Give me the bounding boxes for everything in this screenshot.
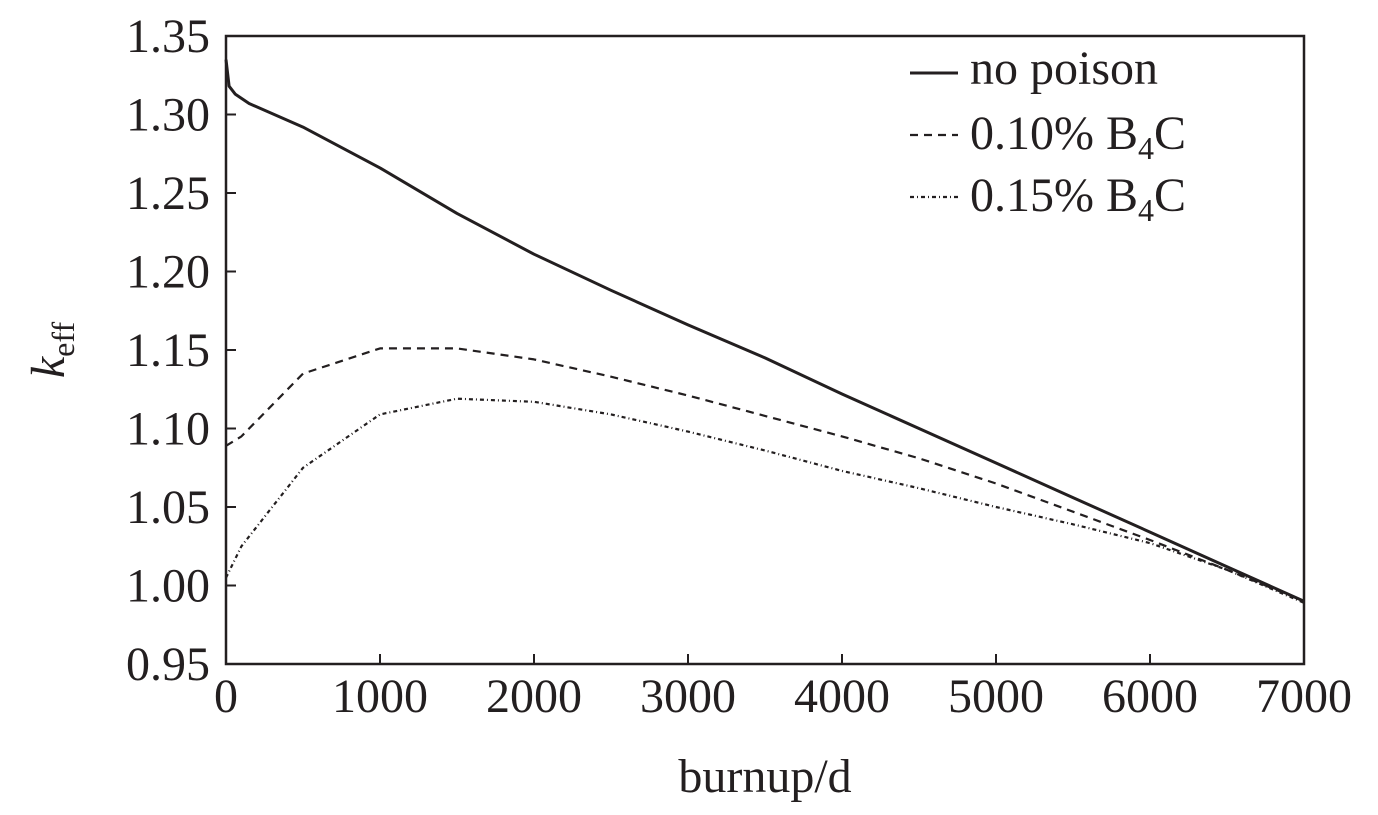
x-tick-label: 0 xyxy=(214,670,238,723)
y-tick-label: 1.05 xyxy=(126,481,210,534)
x-tick-label: 5000 xyxy=(948,670,1044,723)
legend-label-010-b4c: 0.10% B4C xyxy=(970,107,1186,166)
y-tick-label: 1.00 xyxy=(126,560,210,613)
y-axis-label-main: k xyxy=(22,355,75,378)
x-axis-label: burnup/d xyxy=(678,750,851,803)
y-tick-label: 1.35 xyxy=(126,10,210,63)
y-axis-label: keff xyxy=(22,322,81,379)
series-line-015-b4c xyxy=(225,397,1305,604)
y-tick-label: 1.30 xyxy=(126,89,210,142)
x-tick-label: 1000 xyxy=(332,670,428,723)
y-axis: 0.95 1.00 1.05 1.10 1.15 1.20 1.25 1.30 1.35 xyxy=(126,10,236,691)
series-lines xyxy=(224,59,1305,604)
legend-label-015-b4c: 0.15% B4C xyxy=(970,169,1186,228)
y-axis-label-sub: eff xyxy=(45,322,81,357)
y-tick-label: 1.10 xyxy=(126,403,210,456)
x-tick-label: 6000 xyxy=(1102,670,1198,723)
series-line-010-b4c xyxy=(225,347,1305,603)
y-tick-label: 1.15 xyxy=(126,324,210,377)
x-tick-label: 4000 xyxy=(794,670,890,723)
series-line-no-poison xyxy=(224,59,1305,603)
y-tick-label: 1.25 xyxy=(126,167,210,220)
x-tick-label: 7000 xyxy=(1256,670,1352,723)
x-tick-label: 2000 xyxy=(486,670,582,723)
legend-label-no-poison: no poison xyxy=(970,42,1158,95)
legend: no poison 0.10% B4C 0.15% B4C xyxy=(910,42,1186,228)
x-axis: 0 1000 2000 3000 4000 5000 6000 7000 xyxy=(214,654,1352,723)
y-tick-label: 1.20 xyxy=(126,246,210,299)
y-tick-label: 0.95 xyxy=(126,638,210,691)
x-tick-label: 3000 xyxy=(640,670,736,723)
